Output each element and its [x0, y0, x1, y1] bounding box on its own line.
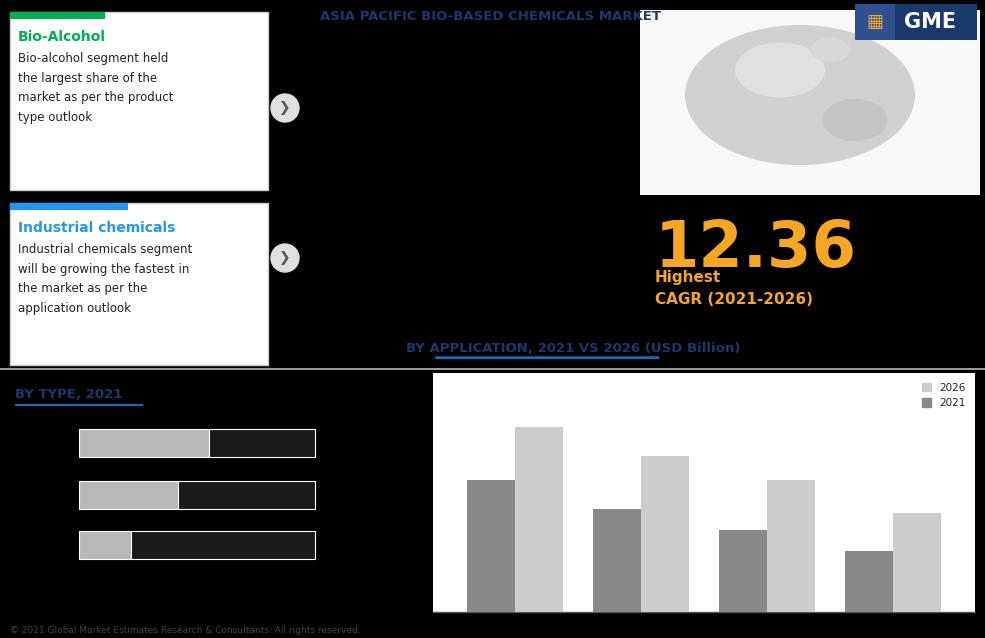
Bar: [855, 4, 977, 40]
Text: CAGR (2021-2026): CAGR (2021-2026): [655, 292, 813, 307]
Bar: [79, 481, 178, 509]
Bar: [131, 531, 315, 559]
Bar: [515, 427, 563, 612]
Text: Industrial chemicals: Industrial chemicals: [18, 221, 175, 235]
Text: Bio-alcohol segment held
the largest share of the
market as per the product
type: Bio-alcohol segment held the largest sha…: [18, 52, 173, 124]
Text: Industrial chemicals segment
will be growing the fastest in
the market as per th: Industrial chemicals segment will be gro…: [18, 243, 192, 315]
Text: BY APPLICATION, 2021 VS 2026 (USD Billion): BY APPLICATION, 2021 VS 2026 (USD Billio…: [407, 342, 741, 355]
Text: © 2021 Global Market Estimates Research & Consultants. All rights reserved.: © 2021 Global Market Estimates Research …: [10, 626, 361, 635]
Bar: [593, 509, 641, 612]
Text: 12.36: 12.36: [655, 218, 857, 280]
Text: ▦: ▦: [867, 13, 884, 31]
Bar: [209, 429, 315, 457]
Text: Highest: Highest: [655, 270, 721, 285]
Bar: [893, 514, 941, 612]
Legend: 2026, 2021: 2026, 2021: [917, 378, 970, 412]
Bar: [719, 530, 767, 612]
Bar: [845, 551, 893, 612]
Bar: [10, 203, 128, 210]
Bar: [178, 481, 315, 509]
Bar: [641, 456, 690, 612]
Ellipse shape: [822, 99, 887, 141]
Text: ASIA PACIFIC BIO-BASED CHEMICALS MARKET: ASIA PACIFIC BIO-BASED CHEMICALS MARKET: [319, 10, 661, 23]
Ellipse shape: [685, 25, 915, 165]
Ellipse shape: [810, 38, 850, 63]
Text: Bio-Alcohol: Bio-Alcohol: [18, 30, 106, 44]
Bar: [0, 368, 985, 370]
Text: ❯: ❯: [279, 251, 291, 265]
Circle shape: [271, 94, 299, 122]
Bar: [10, 12, 105, 19]
Circle shape: [271, 244, 299, 272]
Ellipse shape: [735, 43, 825, 98]
Bar: [640, 10, 980, 195]
Bar: [10, 203, 268, 365]
Bar: [767, 480, 816, 612]
Text: ❯: ❯: [279, 101, 291, 115]
Bar: [15, 404, 143, 406]
Bar: [79, 429, 209, 457]
Bar: [855, 4, 895, 40]
Bar: [468, 480, 515, 612]
Bar: [79, 531, 131, 559]
Text: GME: GME: [904, 12, 956, 32]
Bar: [10, 12, 268, 190]
Text: BY TYPE, 2021: BY TYPE, 2021: [15, 388, 122, 401]
